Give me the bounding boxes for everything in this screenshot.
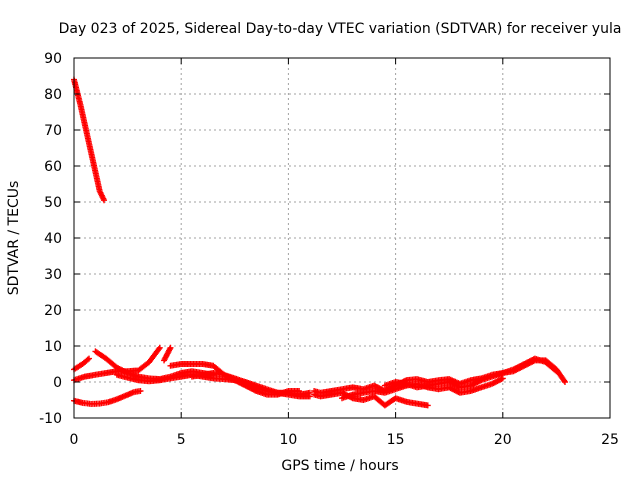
data-point-marker bbox=[306, 393, 313, 400]
y-tick-label: 0 bbox=[53, 375, 62, 391]
y-tick-label: 90 bbox=[44, 51, 62, 67]
data-point-marker bbox=[156, 344, 163, 351]
data-point-marker bbox=[101, 197, 108, 204]
x-tick-label: 10 bbox=[279, 432, 297, 448]
x-tick-label: 0 bbox=[70, 432, 79, 448]
y-tick-label: 70 bbox=[44, 123, 62, 139]
series-arc-3 bbox=[71, 355, 93, 373]
x-tick-label: 15 bbox=[387, 432, 405, 448]
data-point-marker bbox=[553, 368, 560, 375]
data-point-marker bbox=[84, 356, 91, 363]
data-point-marker bbox=[137, 388, 144, 394]
data-point-marker bbox=[296, 388, 303, 394]
series-arc-7 bbox=[161, 344, 174, 364]
x-axis-label: GPS time / hours bbox=[281, 458, 398, 474]
series-arc-13 bbox=[339, 375, 506, 402]
y-tick-label: 60 bbox=[44, 159, 62, 175]
x-tick-label: 5 bbox=[177, 432, 186, 448]
series-arc-1 bbox=[71, 76, 108, 204]
y-axis-label: SDTVAR / TECUs bbox=[6, 181, 22, 296]
y-tick-label: -10 bbox=[39, 411, 62, 427]
y-tick-label: 40 bbox=[44, 231, 62, 247]
data-point-marker bbox=[424, 402, 431, 409]
y-tick-label: 10 bbox=[44, 339, 62, 355]
grid bbox=[74, 58, 610, 418]
y-tick-label: 80 bbox=[44, 87, 62, 103]
data-layer bbox=[71, 76, 568, 409]
y-tick-label: 30 bbox=[44, 267, 62, 283]
data-point-marker bbox=[86, 355, 93, 362]
data-point-marker bbox=[561, 379, 568, 385]
data-point-marker bbox=[561, 377, 568, 384]
chart-title: Day 023 of 2025, Sidereal Day-to-day VTE… bbox=[59, 21, 622, 37]
data-point-marker bbox=[499, 375, 506, 382]
data-point-marker bbox=[552, 367, 559, 374]
y-tick-label: 50 bbox=[44, 195, 62, 211]
x-tick-label: 25 bbox=[601, 432, 619, 448]
series-arc-12 bbox=[381, 355, 560, 391]
series-arc-9 bbox=[188, 370, 313, 400]
y-tick-label: 20 bbox=[44, 303, 62, 319]
ticks: 0 5 10 15 20 25 -10 0 10 20 30 40 50 60 70 80 90 bbox=[39, 51, 619, 448]
data-point-marker bbox=[167, 344, 174, 351]
x-tick-label: 20 bbox=[494, 432, 512, 448]
